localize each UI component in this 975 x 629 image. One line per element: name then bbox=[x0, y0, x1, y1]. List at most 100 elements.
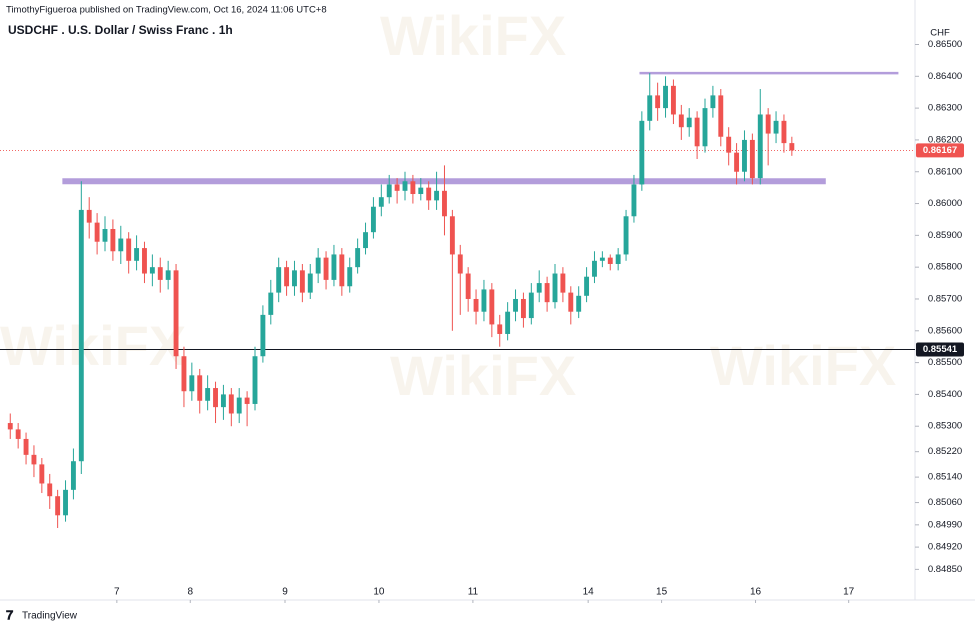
candle-body bbox=[765, 114, 771, 134]
candle-body bbox=[655, 95, 661, 109]
y-tick-label: 0.85300 bbox=[928, 421, 962, 432]
candle-body bbox=[528, 292, 534, 319]
candle-body bbox=[197, 375, 203, 401]
y-tick-label: 0.85140 bbox=[928, 472, 962, 483]
candle-body bbox=[394, 184, 400, 191]
candle-body bbox=[623, 216, 629, 255]
candle-body bbox=[15, 429, 21, 439]
x-tick-label: 15 bbox=[656, 587, 668, 598]
candle-body bbox=[734, 152, 740, 172]
price-tag bbox=[916, 143, 964, 158]
candle-body bbox=[205, 388, 211, 401]
y-tick-label: 0.86000 bbox=[928, 198, 962, 209]
candle-body bbox=[702, 108, 708, 147]
logo-mark: 𝟕 bbox=[6, 607, 14, 622]
candle-body bbox=[55, 496, 61, 516]
chart-title: USDCHF . U.S. Dollar / Swiss Franc . 1h bbox=[8, 23, 233, 37]
candle-body bbox=[284, 267, 290, 287]
candle-body bbox=[134, 248, 140, 261]
candle-body bbox=[726, 136, 732, 153]
candle-body bbox=[220, 394, 226, 408]
candle-body bbox=[307, 273, 313, 293]
x-tick-label: 16 bbox=[750, 587, 762, 598]
candle-body bbox=[718, 95, 724, 137]
candle-body bbox=[276, 267, 282, 293]
candle-body bbox=[339, 254, 345, 287]
candle-body bbox=[189, 375, 195, 392]
candle-body bbox=[631, 184, 637, 217]
candle-body bbox=[149, 267, 155, 274]
candle-body bbox=[568, 292, 574, 312]
candle-body bbox=[126, 238, 132, 261]
watermark: WikiFX bbox=[0, 314, 186, 377]
x-tick-label: 14 bbox=[583, 587, 595, 598]
candle-body bbox=[789, 143, 795, 151]
x-tick-label: 17 bbox=[843, 587, 855, 598]
y-tick-label: 0.86100 bbox=[928, 166, 962, 177]
candle-body bbox=[157, 267, 163, 280]
candle-body bbox=[7, 423, 13, 430]
candle-body bbox=[607, 257, 613, 264]
y-tick-label: 0.85500 bbox=[928, 357, 962, 368]
candle-body bbox=[544, 283, 550, 303]
candle-body bbox=[505, 311, 511, 334]
y-tick-label: 0.84850 bbox=[928, 564, 962, 575]
candle-body bbox=[370, 206, 376, 233]
candle-body bbox=[678, 114, 684, 128]
y-tick-label: 0.86300 bbox=[928, 103, 962, 114]
candle-body bbox=[473, 298, 479, 312]
candle-body bbox=[615, 254, 621, 264]
candle-body bbox=[410, 181, 416, 195]
candle-body bbox=[781, 120, 787, 144]
candle-body bbox=[497, 324, 503, 334]
candle-body bbox=[47, 483, 53, 497]
candle-body bbox=[213, 388, 218, 408]
footer-brand: TradingView bbox=[22, 611, 78, 622]
candle-body bbox=[355, 248, 361, 268]
candle-body bbox=[386, 184, 392, 198]
candle-body bbox=[442, 190, 447, 217]
y-tick-label: 0.84920 bbox=[928, 542, 962, 553]
x-tick-label: 7 bbox=[114, 587, 120, 598]
y-tick-label: 0.85800 bbox=[928, 262, 962, 273]
candle-body bbox=[418, 187, 424, 195]
candle-body bbox=[228, 394, 234, 414]
candle-body bbox=[23, 438, 29, 455]
candle-body bbox=[773, 120, 779, 134]
candle-body bbox=[363, 232, 368, 249]
candle-body bbox=[252, 356, 258, 404]
candle-body bbox=[268, 292, 274, 315]
candle-body bbox=[94, 222, 100, 242]
candle-body bbox=[576, 295, 582, 312]
candle-body bbox=[742, 139, 747, 172]
candle-body bbox=[31, 454, 37, 465]
candle-body bbox=[292, 270, 297, 287]
candle-body bbox=[402, 181, 408, 191]
candle-body bbox=[244, 397, 250, 404]
candle-body bbox=[102, 228, 108, 242]
candle-body bbox=[599, 257, 605, 261]
candle-body bbox=[378, 197, 384, 207]
candle-body bbox=[181, 356, 187, 392]
candle-body bbox=[118, 238, 124, 252]
candle-body bbox=[560, 273, 566, 293]
candle-body bbox=[670, 85, 676, 115]
watermark: WikiFX bbox=[380, 4, 566, 67]
x-tick-label: 11 bbox=[468, 587, 479, 598]
x-tick-label: 10 bbox=[373, 587, 385, 598]
y-tick-label: 0.85220 bbox=[928, 446, 962, 457]
x-tick-label: 9 bbox=[282, 587, 288, 598]
y-tick-label: 0.86200 bbox=[928, 134, 962, 145]
candle-body bbox=[639, 120, 645, 185]
candle-body bbox=[457, 254, 463, 274]
y-tick-label: 0.85060 bbox=[928, 497, 962, 508]
candle-body bbox=[710, 95, 716, 109]
price-tag-label: 0.85541 bbox=[923, 344, 958, 355]
candle-body bbox=[70, 461, 76, 490]
candle-body bbox=[63, 489, 68, 516]
y-tick-label: 0.85900 bbox=[928, 230, 962, 241]
candle-body bbox=[347, 267, 353, 287]
candle-body bbox=[489, 289, 495, 325]
